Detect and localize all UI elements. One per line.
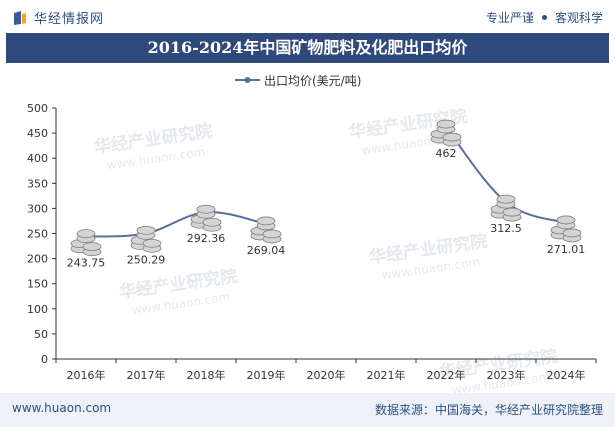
bullet-dot-icon bbox=[541, 15, 547, 20]
y-tick-label: 0 bbox=[41, 353, 48, 366]
y-tick-label: 200 bbox=[27, 253, 48, 266]
brand-name: 华经情报网 bbox=[34, 12, 105, 27]
coin-icon bbox=[256, 216, 276, 226]
coin-icon bbox=[142, 238, 162, 248]
coin-icon bbox=[196, 204, 216, 214]
coin-icon bbox=[562, 228, 582, 238]
slogan: 专业严谨 客观科学 bbox=[486, 9, 603, 26]
series-line bbox=[85, 211, 267, 238]
data-point-marker bbox=[490, 194, 522, 222]
coin-icon bbox=[502, 207, 522, 217]
legend-label: 出口均价(美元/吨) bbox=[264, 74, 361, 88]
data-point-marker bbox=[550, 215, 582, 243]
axes: 0 50 100 150 200 250 300 350 400 450 500 2016年 2017年… bbox=[27, 102, 597, 382]
watermarks: 华经产业研究院www.huaon.com华经产业研究院www.huaon.com… bbox=[93, 106, 559, 393]
y-tick-label: 50 bbox=[34, 328, 48, 341]
slogan-left: 专业严谨 bbox=[485, 11, 534, 25]
data-point-marker bbox=[70, 229, 102, 257]
top-bar: 华经情报网 专业严谨 客观科学 bbox=[0, 0, 615, 32]
coin-icon bbox=[202, 217, 222, 227]
data-label: 269.04 bbox=[247, 244, 286, 257]
x-tick-label: 2024年 bbox=[547, 368, 586, 382]
coin-icon bbox=[76, 229, 96, 239]
x-tick-label: 2017年 bbox=[127, 368, 166, 382]
data-label: 243.75 bbox=[67, 257, 106, 270]
y-tick-label: 250 bbox=[27, 228, 48, 241]
data-label: 271.01 bbox=[547, 243, 586, 256]
data-point-marker bbox=[130, 225, 162, 253]
brand[interactable]: 华经情报网 bbox=[12, 8, 104, 27]
footer-source: 数据来源：中国海关，华经产业研究院整理 bbox=[374, 403, 603, 417]
y-tick-label: 300 bbox=[27, 202, 48, 215]
footer: www.huaon.com 数据来源：中国海关，华经产业研究院整理 bbox=[0, 393, 615, 427]
data-point-marker bbox=[190, 204, 222, 232]
data-point-marker bbox=[430, 119, 462, 147]
y-tick-label: 500 bbox=[27, 102, 48, 115]
coin-icon bbox=[262, 229, 282, 239]
series: 243.75 250.29 292.36 269.04 462 312.5 271.01 bbox=[67, 119, 586, 270]
x-tick-label: 2019年 bbox=[247, 368, 286, 382]
coin-icon bbox=[82, 242, 102, 252]
chart-title: 2016-2024年中国矿物肥料及化肥出口均价 bbox=[6, 33, 609, 63]
y-tick-label: 400 bbox=[27, 152, 48, 165]
footer-website[interactable]: www.huaon.com bbox=[12, 401, 112, 415]
data-point-marker bbox=[250, 216, 282, 244]
data-label: 292.36 bbox=[187, 232, 226, 245]
legend-marker-icon bbox=[244, 77, 251, 83]
y-tick-label: 450 bbox=[27, 127, 48, 140]
data-label: 250.29 bbox=[127, 253, 166, 266]
coin-icon bbox=[556, 215, 576, 225]
y-tick-label: 150 bbox=[27, 278, 48, 291]
coin-icon bbox=[136, 225, 156, 235]
data-label: 462 bbox=[436, 147, 457, 160]
x-tick-label: 2020年 bbox=[307, 368, 346, 382]
y-tick-label: 350 bbox=[27, 177, 48, 190]
coin-icon bbox=[436, 119, 456, 129]
legend: 出口均价(美元/吨) bbox=[235, 74, 361, 88]
x-tick-label: 2022年 bbox=[427, 368, 466, 382]
coin-icon bbox=[442, 132, 462, 142]
x-tick-label: 2016年 bbox=[67, 368, 106, 382]
x-tick-label: 2018年 bbox=[187, 368, 226, 382]
slogan-right: 客观科学 bbox=[554, 11, 603, 25]
data-label: 312.5 bbox=[490, 222, 522, 235]
x-tick-label: 2021年 bbox=[367, 368, 406, 382]
x-tick-label: 2023年 bbox=[487, 368, 526, 382]
logo-icon bbox=[14, 10, 26, 25]
line-chart: 华经产业研究院www.huaon.com华经产业研究院www.huaon.com… bbox=[27, 74, 597, 393]
coin-icon bbox=[496, 194, 516, 204]
y-tick-label: 100 bbox=[27, 303, 48, 316]
